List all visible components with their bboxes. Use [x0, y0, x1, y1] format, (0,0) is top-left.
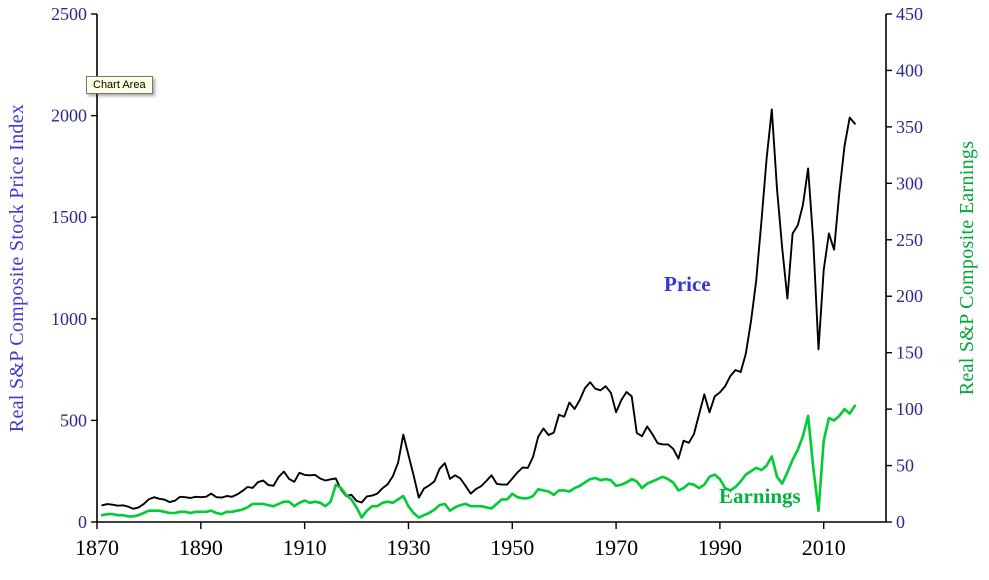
- left-tick-label: 500: [60, 410, 87, 430]
- right-tick-label: 200: [896, 286, 923, 306]
- right-axis-title: Real S&P Composite Earnings: [956, 140, 978, 396]
- left-tick-label: 1000: [51, 309, 87, 329]
- right-tick-label: 350: [896, 117, 923, 137]
- left-axis-title: Real S&P Composite Stock Price Index: [6, 103, 28, 433]
- x-tick-label: 1870: [75, 535, 119, 560]
- x-tick-label: 1970: [594, 535, 638, 560]
- earnings-line: [100, 404, 857, 519]
- left-tick-label: 1500: [51, 207, 87, 227]
- x-tick-label: 1950: [490, 535, 534, 560]
- earnings-series-label: Earnings: [719, 484, 801, 508]
- price-series-label: Price: [664, 272, 711, 296]
- left-tick-label: 2500: [51, 4, 87, 24]
- chart-area-tooltip: Chart Area: [86, 76, 153, 94]
- right-tick-label: 50: [896, 456, 914, 476]
- left-tick-label: 0: [78, 512, 87, 532]
- x-tick-label: 1930: [386, 535, 430, 560]
- x-tick-label: 1910: [283, 535, 327, 560]
- right-tick-label: 300: [896, 173, 923, 193]
- right-tick-label: 150: [896, 343, 923, 363]
- right-tick-label: 450: [896, 4, 923, 24]
- left-tick-label: 2000: [51, 106, 87, 126]
- right-tick-label: 100: [896, 399, 923, 419]
- right-tick-label: 250: [896, 230, 923, 250]
- x-tick-label: 1990: [698, 535, 742, 560]
- price-line: [101, 108, 856, 510]
- x-tick-label: 1890: [179, 535, 223, 560]
- right-tick-label: 400: [896, 60, 923, 80]
- x-tick-label: 2010: [802, 535, 846, 560]
- right-tick-label: 0: [896, 512, 905, 532]
